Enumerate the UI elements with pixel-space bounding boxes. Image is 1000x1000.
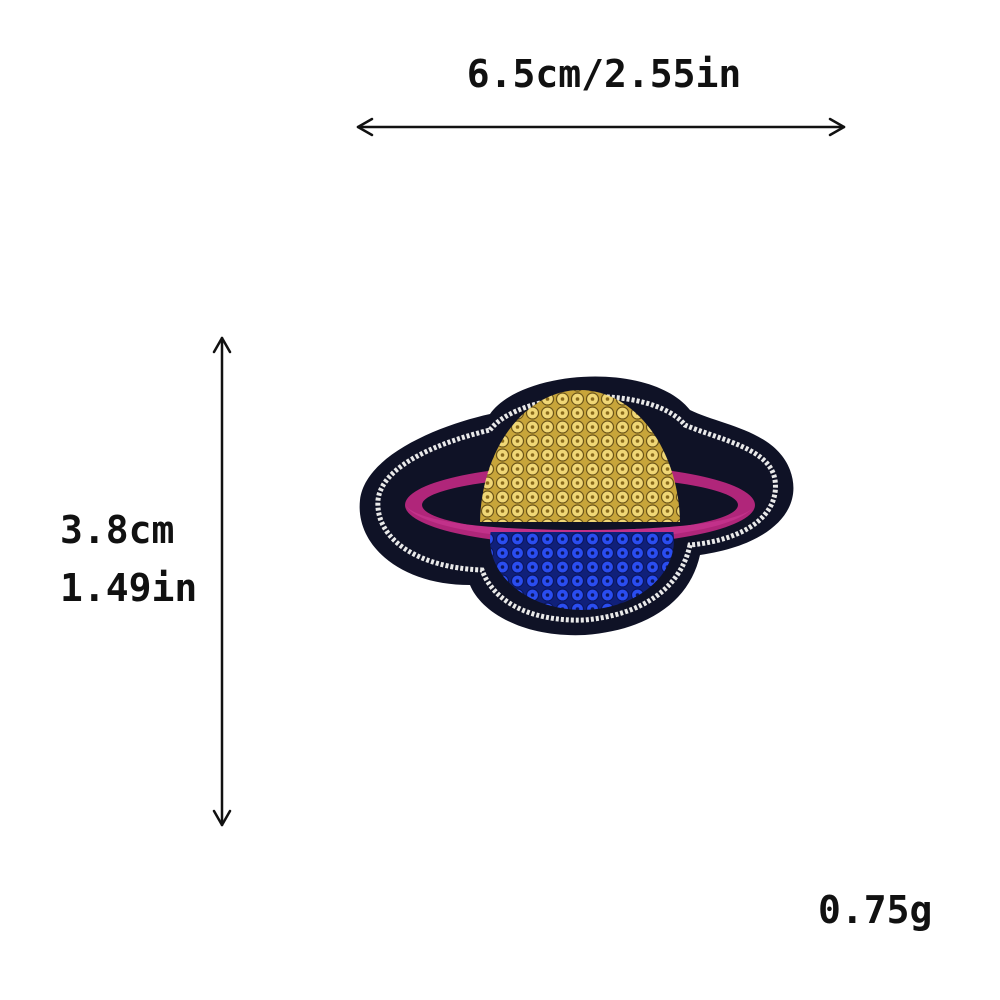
- planet-bottom-sequins: [490, 532, 674, 610]
- height-arrow: [212, 336, 232, 827]
- height-dimension-cm-label: 3.8cm: [60, 508, 175, 552]
- weight-label: 0.75g: [818, 888, 933, 932]
- patch-stitch-border: [375, 394, 778, 623]
- planet-top-sequins: [480, 390, 680, 522]
- width-arrow: [356, 117, 846, 137]
- height-dimension-in-label: 1.49in: [60, 566, 198, 610]
- width-dimension-label: 6.5cm/2.55in: [466, 52, 742, 96]
